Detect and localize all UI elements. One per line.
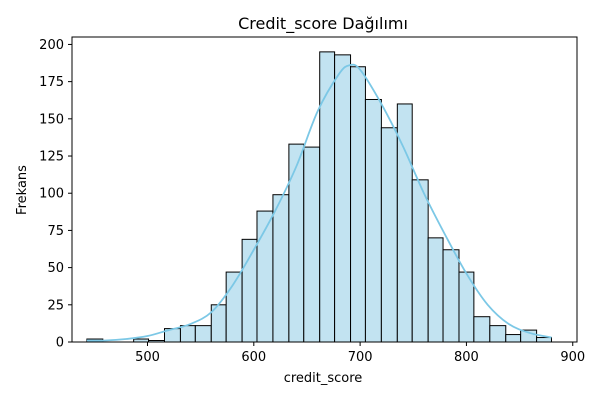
- histogram-bar: [303, 146, 321, 343]
- histogram-bar: [334, 54, 352, 343]
- histogram-bar: [319, 51, 336, 343]
- x-axis-ticks: 500 600 700 800 900: [135, 342, 585, 365]
- y-tick-label: 150: [39, 112, 64, 127]
- histogram-bar: [194, 325, 212, 343]
- y-tick-label: 25: [47, 298, 64, 313]
- kde-line: [86, 63, 552, 342]
- y-tick-label: 100: [39, 187, 64, 202]
- x-tick-label: 900: [560, 350, 585, 365]
- histogram-bar: [411, 179, 429, 343]
- plot-frame: [71, 36, 578, 343]
- y-tick-label: 175: [39, 75, 64, 90]
- histogram-bar: [536, 337, 552, 343]
- histogram-bar: [364, 98, 382, 343]
- kde-group: [86, 63, 552, 342]
- y-tick-label: 0: [56, 336, 64, 351]
- histogram-bar: [505, 334, 522, 343]
- y-axis-ticks: 0 25 50 75 100 125 150 175 200: [39, 38, 72, 351]
- histogram-bar: [380, 127, 398, 343]
- histogram-bar: [179, 325, 196, 343]
- chart-title: Credit_score Dağılımı: [238, 14, 408, 34]
- x-tick-label: 600: [241, 350, 266, 365]
- x-tick-label: 500: [135, 350, 160, 365]
- histogram-bar: [473, 316, 491, 343]
- histogram-bar: [272, 194, 290, 343]
- histogram-bar: [489, 325, 507, 343]
- x-tick-label: 700: [348, 350, 373, 365]
- y-tick-label: 50: [47, 261, 64, 276]
- y-tick-label: 200: [39, 38, 64, 53]
- histogram-bar: [241, 238, 258, 343]
- y-axis-label: Frekans: [15, 165, 30, 215]
- y-tick-label: 125: [39, 150, 64, 165]
- histogram-bar: [442, 249, 460, 343]
- histogram-bar: [288, 143, 305, 343]
- histogram-bar: [427, 237, 444, 343]
- histogram-bar: [350, 66, 366, 343]
- x-axis-label: credit_score: [284, 371, 363, 386]
- y-tick-label: 75: [47, 224, 64, 239]
- x-tick-label: 800: [454, 350, 479, 365]
